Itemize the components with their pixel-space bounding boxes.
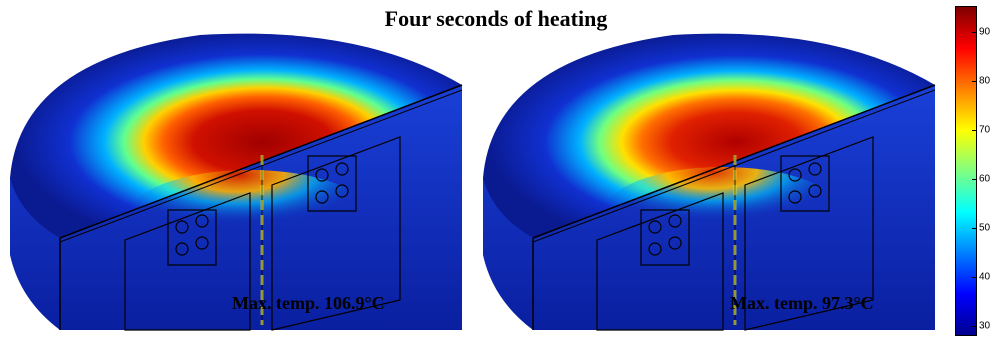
colorbar-tick-mark [972, 179, 977, 180]
colorbar-tick-mark [972, 277, 977, 278]
heat-map-left [10, 33, 463, 331]
heating-panel-right: Max. temp. 97.3°C [475, 0, 950, 342]
colorbar-tick-label: 70 [979, 124, 991, 136]
colorbar-tick-label: 40 [979, 271, 991, 283]
figure-title: Four seconds of heating [384, 6, 608, 31]
colorbar-tick-mark [972, 32, 977, 33]
colorbar-tick-label: 30 [979, 320, 991, 332]
electrode-box-right-b [744, 136, 874, 331]
colorbar-tick-mark [972, 326, 977, 327]
max-temp-label-right: Max. temp. 97.3°C [730, 293, 874, 313]
electrode-grid-left-b [307, 155, 357, 212]
colorbar-tick-label: 50 [979, 222, 991, 234]
electrode-box-left-b [271, 136, 401, 331]
top-surface-right [483, 33, 935, 239]
max-temp-label-left: Max. temp. 106.9°C [232, 293, 385, 313]
colorbar-tick-label: 60 [979, 173, 991, 185]
electrode-box-left-a [124, 192, 251, 331]
colorbar-tick-mark [972, 228, 977, 229]
colorbar-tick-mark [972, 81, 977, 82]
top-surface-left [10, 33, 462, 239]
heating-panel-left: Max. temp. 106.9°C [0, 0, 470, 342]
colorbar-tick-label: 80 [979, 75, 991, 87]
temperature-colorbar [955, 6, 977, 336]
electrode-grid-right-b [780, 155, 830, 212]
electrode-grid-right-a [640, 209, 690, 266]
top-edge-inner-left [59, 89, 463, 243]
colorbar-tick-mark [972, 130, 977, 131]
heat-map-right [483, 33, 936, 331]
electrode-box-right-a [596, 192, 724, 331]
colorbar-tick-label: 90 [979, 26, 991, 38]
top-edge-inner-right [532, 89, 936, 243]
electrode-grid-left-a [167, 209, 217, 266]
